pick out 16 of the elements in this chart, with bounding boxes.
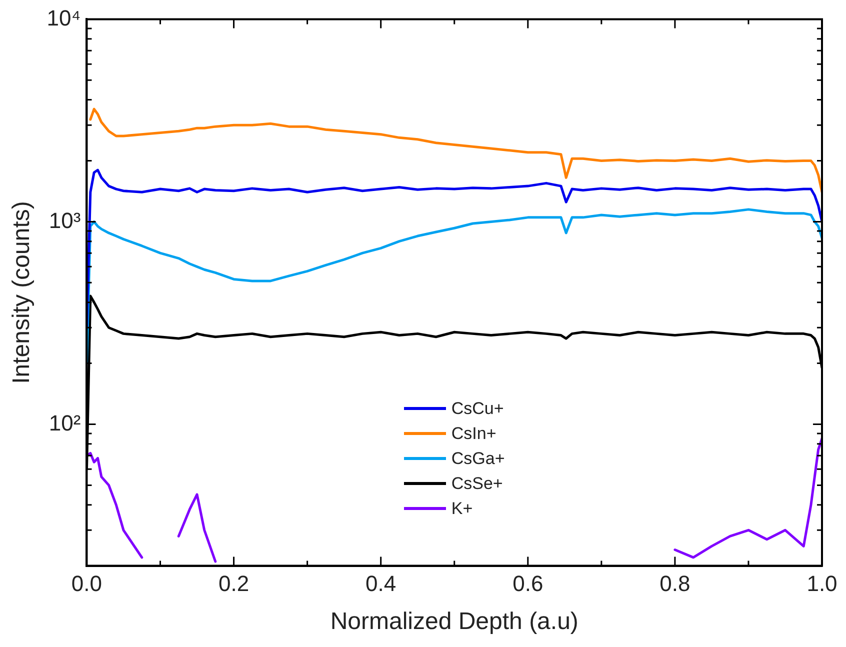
legend-label: K+	[451, 498, 473, 520]
y-axis-title: Intensity (counts)	[8, 201, 36, 384]
x-tick-label: 0.8	[660, 571, 690, 596]
legend-label: CsSe+	[451, 472, 503, 495]
x-tick-label: 0.2	[218, 571, 250, 596]
x-tick-label: 0.6	[512, 571, 544, 596]
x-axis-title: Normalized Depth (a.u)	[330, 608, 578, 636]
legend-label: CsCu+	[451, 398, 504, 420]
y-tick-label: 10³	[48, 208, 81, 233]
y-tick-label: 10²	[48, 410, 81, 436]
legend-label: CsGa+	[451, 448, 505, 470]
x-tick-label: 0.4	[366, 571, 396, 596]
y-tick-label: 10⁴	[46, 5, 81, 30]
x-tick-label: 1.0	[806, 571, 838, 596]
legend-label: CsIn+	[451, 422, 496, 445]
x-tick-label: 0.0	[71, 571, 102, 596]
